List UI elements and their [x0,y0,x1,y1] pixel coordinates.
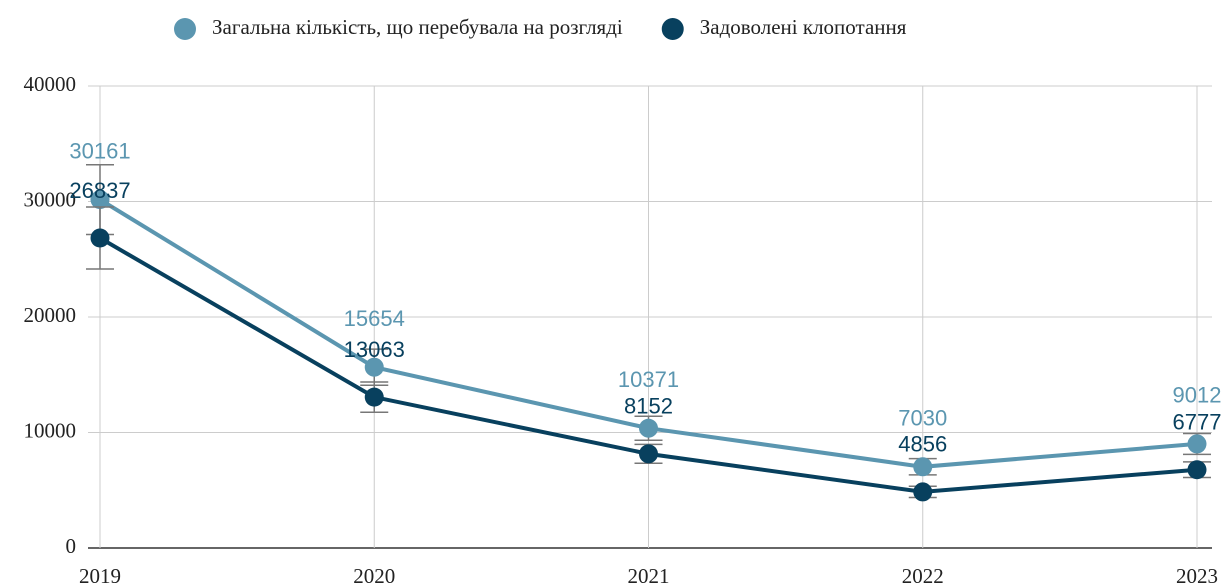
data-label: 15654 [344,306,405,331]
point [364,387,384,407]
point [364,357,384,377]
y-tick-label: 30000 [24,187,77,211]
data-label: 10371 [618,367,679,392]
point [639,444,658,464]
x-tick-label: 2020 [353,564,395,587]
point [1187,460,1207,480]
x-tick-label: 2022 [902,564,944,587]
data-label: 4856 [898,432,947,457]
y-tick-label: 40000 [24,72,77,96]
point [1187,434,1207,454]
y-tick-label: 20000 [24,303,77,327]
point [913,457,933,477]
x-tick-label: 2021 [628,564,670,587]
legend-label: Задоволені клопотання [700,15,907,39]
point [90,228,110,248]
point [639,418,658,438]
x-tick-label: 2019 [79,564,121,587]
data-label: 13063 [344,337,405,362]
legend-marker [661,18,684,40]
point [913,482,933,502]
data-label: 8152 [624,394,673,419]
x-tick-label: 2023 [1176,564,1218,587]
y-tick-label: 0 [66,534,77,558]
legend-label: Загальна кількість, що перебувала на роз… [212,15,623,39]
data-label: 9012 [1173,383,1222,408]
data-label: 30161 [69,138,130,163]
legend-marker [174,18,196,40]
y-tick-label: 10000 [24,418,77,442]
point [90,190,110,210]
data-label: 26837 [69,178,130,203]
data-label: 6777 [1173,410,1222,435]
data-label: 7030 [898,406,947,431]
